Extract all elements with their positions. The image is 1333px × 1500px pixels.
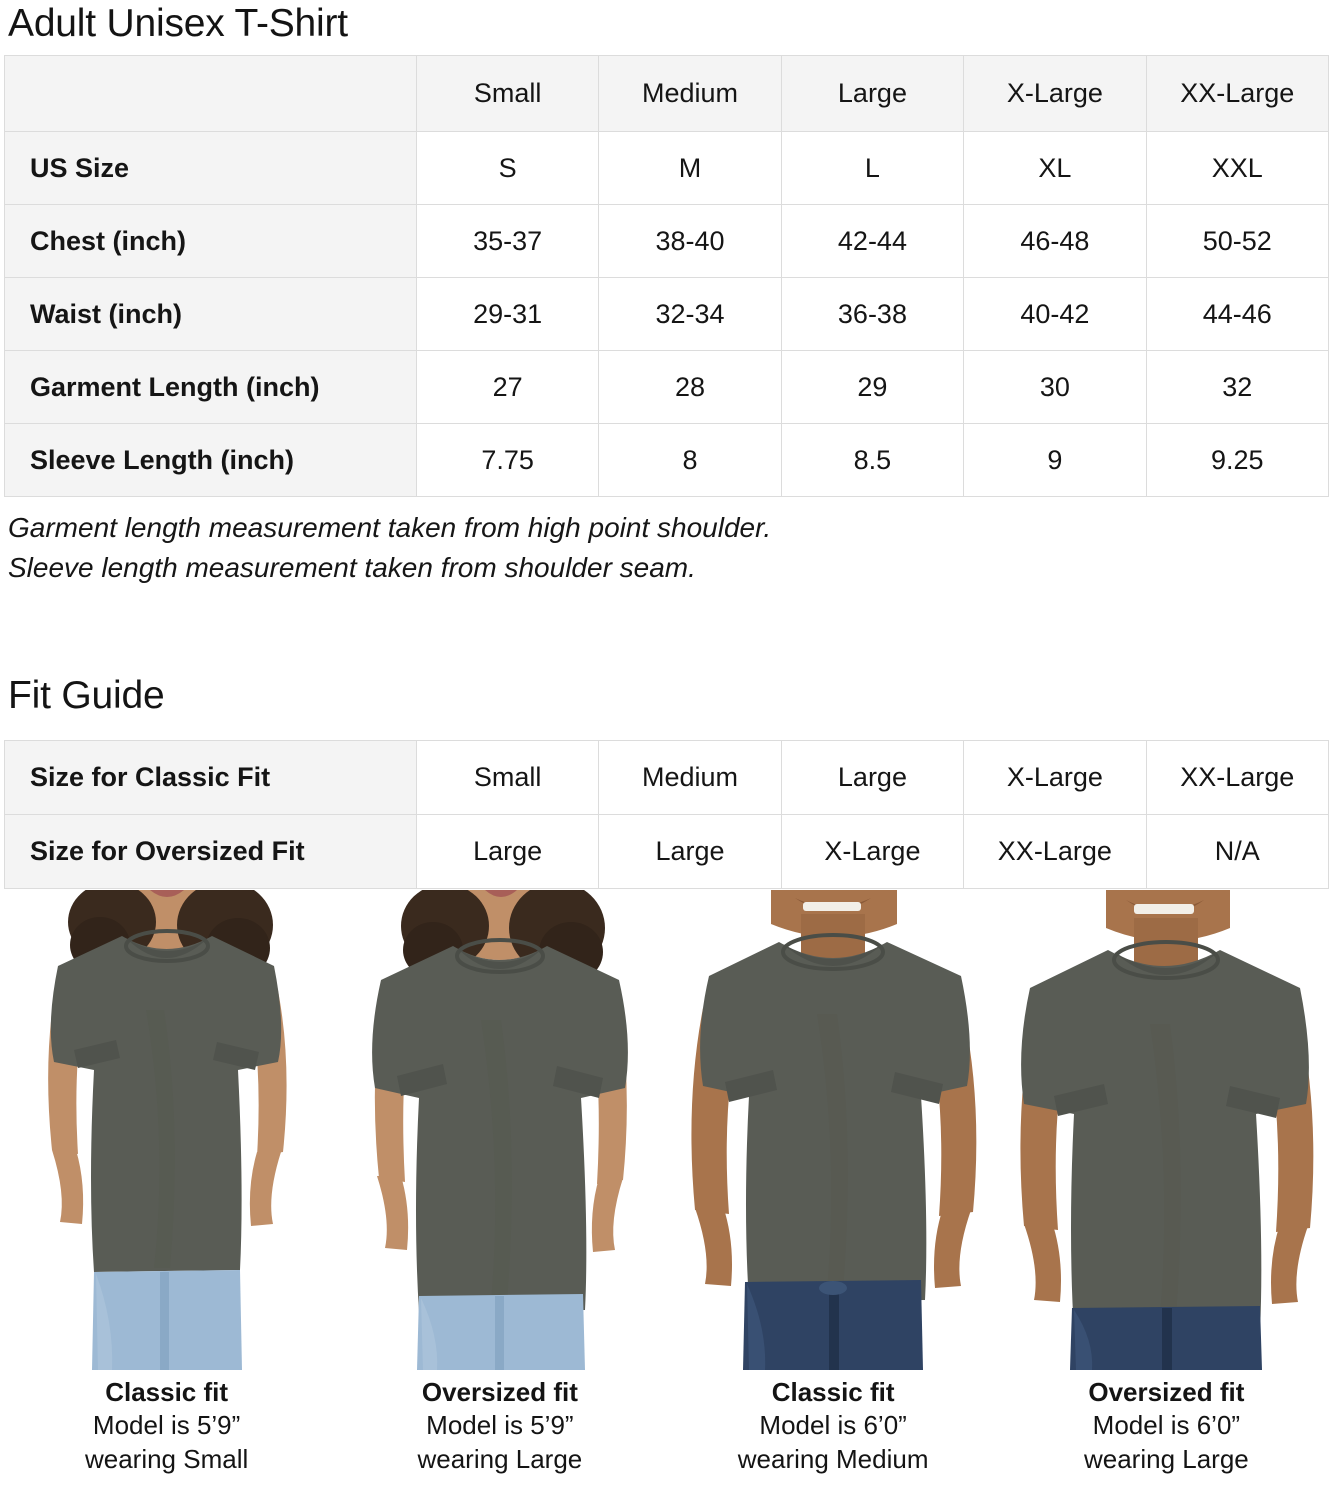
row-label-waist: Waist (inch) (4, 277, 417, 351)
cell-waist-small: 29-31 (415, 277, 600, 351)
table-row: Waist (inch) 29-31 32-34 36-38 40-42 44-… (4, 277, 1330, 351)
fit-guide-title: Fit Guide (8, 674, 165, 717)
model-height-label: Model is 6’0” (1092, 1410, 1241, 1441)
cell-classic-fit-xxlarge: XX-Large (1145, 740, 1330, 815)
column-header-small: Small (415, 55, 600, 132)
model-fit-label: Classic fit (771, 1377, 895, 1407)
male-classic-illustration (691, 890, 976, 1370)
model-photo-female-oversized (333, 890, 666, 1370)
cell-garment-length-small: 27 (415, 350, 600, 424)
column-header-medium: Medium (598, 55, 782, 132)
table-row: Size for Classic Fit Small Medium Large … (4, 740, 1330, 815)
cell-oversized-fit-small: Large (415, 814, 600, 889)
female-classic-illustration (48, 890, 287, 1370)
table-row: Size for Oversized Fit Large Large X-Lar… (4, 814, 1330, 889)
table-row: Garment Length (inch) 27 28 29 30 32 (4, 350, 1330, 424)
column-header-xxlarge: XX-Large (1145, 55, 1330, 132)
cell-sleeve-length-small: 7.75 (415, 423, 600, 497)
model-wearing-label: wearing Medium (737, 1443, 929, 1474)
page-title: Adult Unisex T-Shirt (8, 2, 348, 45)
measurement-notes: Garment length measurement taken from hi… (8, 508, 771, 588)
cell-oversized-fit-large: X-Large (780, 814, 965, 889)
model-wearing-label: wearing Small (84, 1443, 249, 1474)
model-card-female-classic: Classic fit Model is 5’9” wearing Small (0, 890, 333, 1500)
model-caption-male-oversized: Oversized fit Model is 6’0” wearing Larg… (1084, 1376, 1249, 1476)
row-label-oversized-fit: Size for Oversized Fit (4, 814, 417, 889)
row-label-sleeve-length: Sleeve Length (inch) (4, 423, 417, 497)
model-height-label: Model is 6’0” (759, 1410, 907, 1441)
cell-garment-length-medium: 28 (598, 350, 782, 424)
cell-waist-medium: 32-34 (598, 277, 782, 351)
cell-us-size-xlarge: XL (963, 131, 1147, 205)
table-row: US Size S M L XL XXL (4, 131, 1330, 205)
size-chart-header: Small Medium Large X-Large XX-Large (4, 55, 1330, 132)
cell-chest-medium: 38-40 (598, 204, 782, 278)
model-height-label: Model is 5’9” (92, 1410, 241, 1441)
model-fit-label: Oversized fit (1088, 1377, 1245, 1407)
row-label-us-size: US Size (4, 131, 417, 205)
table-header-row: Small Medium Large X-Large XX-Large (4, 55, 1330, 132)
note-sleeve-length: Sleeve length measurement taken from sho… (8, 551, 696, 583)
model-photo-female-classic (0, 890, 333, 1370)
model-caption-female-classic: Classic fit Model is 5’9” wearing Small (85, 1376, 248, 1476)
cell-chest-xxlarge: 50-52 (1145, 204, 1330, 278)
table-corner-cell (4, 55, 417, 132)
fit-guide-table: Size for Classic Fit Small Medium Large … (4, 740, 1330, 889)
note-garment-length: Garment length measurement taken from hi… (8, 512, 772, 543)
cell-garment-length-xxlarge: 32 (1145, 350, 1330, 424)
model-card-male-classic: Classic fit Model is 6’0” wearing Medium (667, 890, 1000, 1500)
cell-us-size-xxlarge: XXL (1145, 131, 1330, 205)
cell-chest-large: 42-44 (780, 204, 965, 278)
cell-oversized-fit-xxlarge: N/A (1145, 814, 1330, 889)
cell-waist-xxlarge: 44-46 (1145, 277, 1330, 351)
cell-garment-length-xlarge: 30 (963, 350, 1147, 424)
model-photo-row: Classic fit Model is 5’9” wearing Small (0, 890, 1333, 1500)
cell-us-size-small: S (415, 131, 600, 205)
cell-oversized-fit-xlarge: XX-Large (963, 814, 1147, 889)
model-photo-male-oversized (1000, 890, 1333, 1370)
cell-chest-xlarge: 46-48 (963, 204, 1147, 278)
model-caption-male-classic: Classic fit Model is 6’0” wearing Medium (738, 1376, 929, 1476)
cell-sleeve-length-xlarge: 9 (963, 423, 1147, 497)
cell-waist-xlarge: 40-42 (963, 277, 1147, 351)
row-label-classic-fit: Size for Classic Fit (4, 740, 417, 815)
model-wearing-label: wearing Large (417, 1443, 583, 1474)
model-fit-label: Oversized fit (421, 1377, 578, 1407)
cell-waist-large: 36-38 (780, 277, 965, 351)
cell-oversized-fit-medium: Large (598, 814, 782, 889)
model-height-label: Model is 5’9” (426, 1410, 574, 1441)
size-chart-body: US Size S M L XL XXL Chest (inch) 35-37 … (4, 131, 1330, 497)
model-wearing-label: wearing Large (1083, 1443, 1249, 1474)
fit-guide-body: Size for Classic Fit Small Medium Large … (4, 740, 1330, 889)
cell-sleeve-length-xxlarge: 9.25 (1145, 423, 1330, 497)
female-oversized-illustration (372, 890, 629, 1370)
cell-us-size-medium: M (598, 131, 782, 205)
size-chart-table: Small Medium Large X-Large XX-Large US S… (4, 55, 1330, 497)
table-row: Chest (inch) 35-37 38-40 42-44 46-48 50-… (4, 204, 1330, 278)
model-fit-label: Classic fit (105, 1377, 229, 1407)
cell-classic-fit-small: Small (415, 740, 600, 815)
model-card-male-oversized: Oversized fit Model is 6’0” wearing Larg… (1000, 890, 1333, 1500)
model-photo-male-classic (667, 890, 1000, 1370)
table-row: Sleeve Length (inch) 7.75 8 8.5 9 9.25 (4, 423, 1330, 497)
model-caption-female-oversized: Oversized fit Model is 5’9” wearing Larg… (417, 1376, 582, 1476)
cell-chest-small: 35-37 (415, 204, 600, 278)
cell-sleeve-length-medium: 8 (598, 423, 782, 497)
cell-sleeve-length-large: 8.5 (780, 423, 965, 497)
cell-garment-length-large: 29 (780, 350, 965, 424)
male-oversized-illustration (1020, 890, 1314, 1370)
model-card-female-oversized: Oversized fit Model is 5’9” wearing Larg… (333, 890, 666, 1500)
cell-classic-fit-xlarge: X-Large (963, 740, 1147, 815)
row-label-garment-length: Garment Length (inch) (4, 350, 417, 424)
cell-classic-fit-medium: Medium (598, 740, 782, 815)
column-header-large: Large (780, 55, 965, 132)
cell-us-size-large: L (780, 131, 965, 205)
column-header-xlarge: X-Large (963, 55, 1147, 132)
row-label-chest: Chest (inch) (4, 204, 417, 278)
cell-classic-fit-large: Large (780, 740, 965, 815)
